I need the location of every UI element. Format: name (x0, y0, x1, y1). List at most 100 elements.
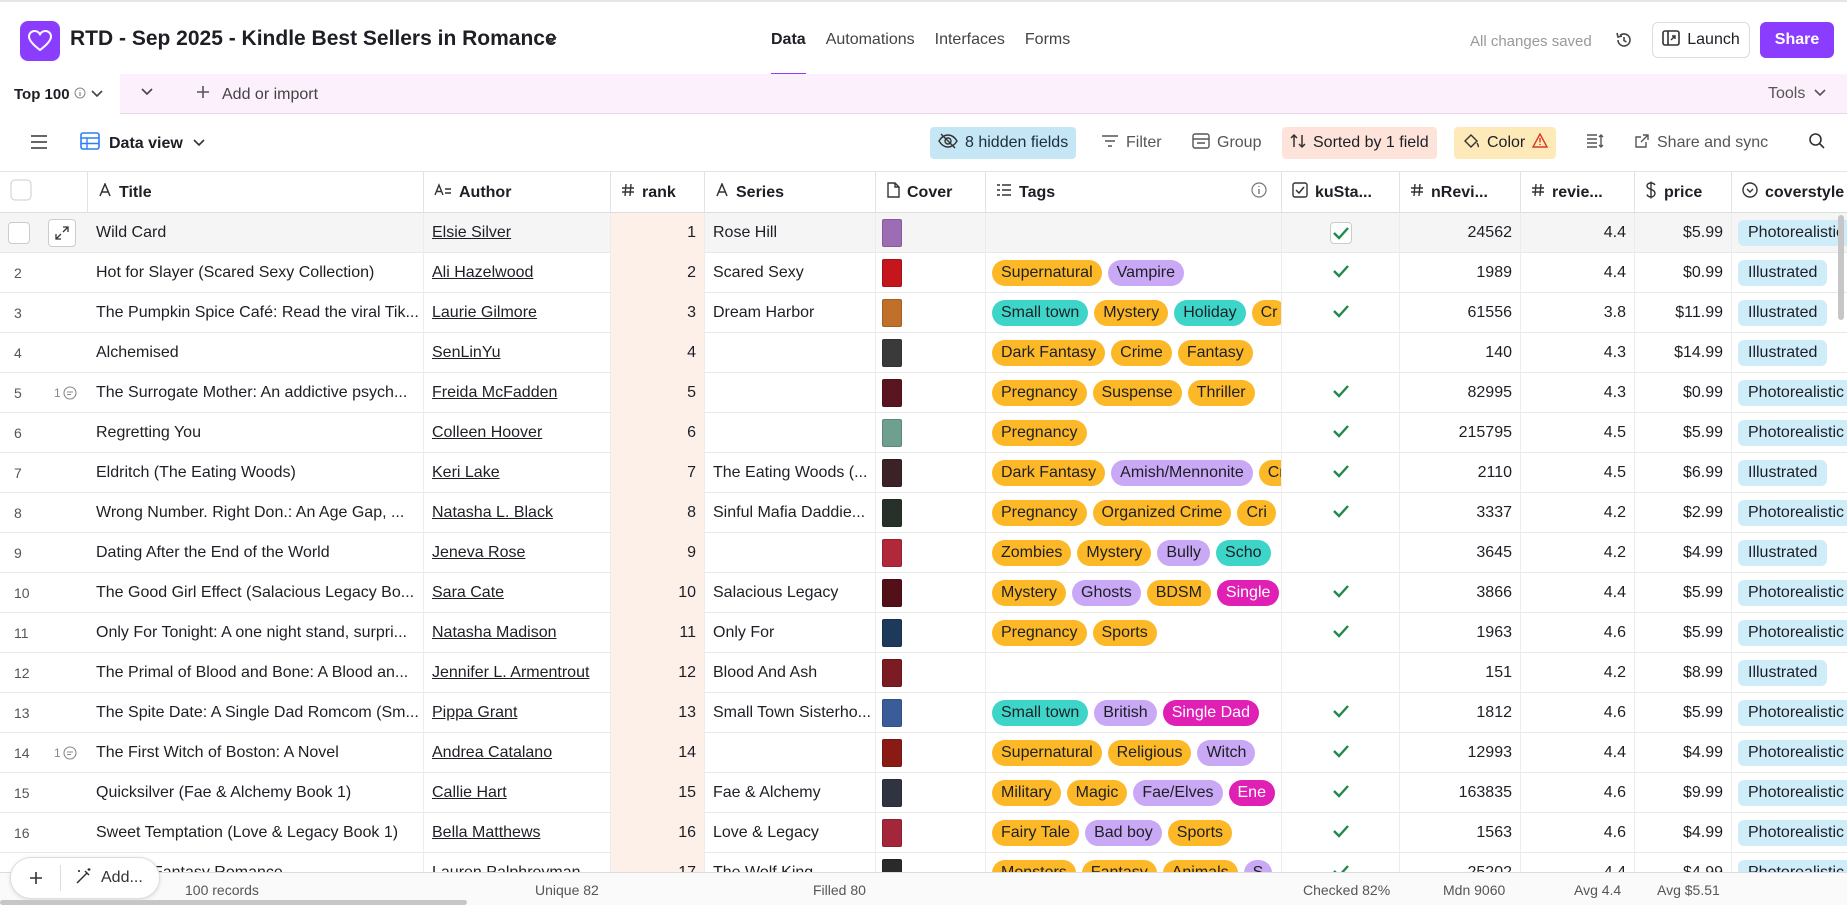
horizontal-scrollbar[interactable] (0, 900, 467, 905)
table-row[interactable]: 8 Wrong Number. Right Don.: An Age Gap, .… (0, 493, 1847, 533)
filter-button[interactable]: Filter (1093, 127, 1170, 159)
cell-cover[interactable] (876, 813, 986, 853)
view-switcher[interactable]: Data view (80, 132, 206, 155)
cover-thumbnail[interactable] (882, 859, 902, 872)
cell-tags[interactable]: Supernatural Religious Witch (986, 733, 1282, 773)
cell-nreviews[interactable]: 24562 (1400, 213, 1521, 253)
cell-price[interactable]: $11.99 (1635, 293, 1732, 333)
column-cover[interactable]: Cover (876, 172, 986, 213)
cell-coverstyle[interactable]: Illustrated (1732, 533, 1847, 573)
group-button[interactable]: Group (1184, 127, 1269, 159)
cell-price[interactable]: $2.99 (1635, 493, 1732, 533)
cell-ku-status[interactable] (1282, 693, 1400, 733)
cover-thumbnail[interactable] (882, 779, 902, 807)
cell-coverstyle[interactable]: Photorealistic (1732, 413, 1847, 453)
table-row[interactable]: 15 Quicksilver (Fae & Alchemy Book 1) Call… (0, 773, 1847, 813)
cell-author-link[interactable]: Jeneva Rose (424, 533, 611, 573)
cell-cover[interactable] (876, 533, 986, 573)
cell-price[interactable]: $9.99 (1635, 773, 1732, 813)
cell-rank[interactable]: 11 (611, 613, 705, 653)
cell-rank[interactable]: 16 (611, 813, 705, 853)
cell-author-link[interactable]: Bella Matthews (424, 813, 611, 853)
cell-series[interactable] (705, 733, 876, 773)
cell-author-link[interactable]: SenLinYu (424, 333, 611, 373)
add-record-button[interactable] (11, 865, 61, 891)
cell-reviews[interactable]: 4.6 (1521, 813, 1635, 853)
cover-thumbnail[interactable] (882, 739, 902, 767)
cell-tags[interactable]: Mystery Ghosts BDSM Single (986, 573, 1282, 613)
tools-menu[interactable]: Tools (1768, 85, 1827, 103)
cell-coverstyle[interactable]: Illustrated (1732, 453, 1847, 493)
cell-coverstyle[interactable]: Photorealistic (1732, 813, 1847, 853)
cell-tags[interactable]: Pregnancy Suspense Thriller (986, 373, 1282, 413)
row-height-button[interactable] (1578, 127, 1612, 159)
cell-author-link[interactable]: Natasha Madison (424, 613, 611, 653)
cover-thumbnail[interactable] (882, 259, 902, 287)
cell-author-link[interactable]: Natasha L. Black (424, 493, 611, 533)
sort-button[interactable]: Sorted by 1 field (1282, 127, 1437, 159)
comment-count[interactable]: 1 (54, 386, 77, 400)
cell-series[interactable]: Sinful Mafia Daddie... (705, 493, 876, 533)
cell-coverstyle[interactable]: Photorealistic (1732, 493, 1847, 533)
cover-thumbnail[interactable] (882, 299, 902, 327)
table-row[interactable]: 6 Regretting You Colleen Hoover 6 Pregnancy 2… (0, 413, 1847, 453)
cell-reviews[interactable]: 4.4 (1521, 853, 1635, 872)
cell-rank[interactable]: 15 (611, 773, 705, 813)
table-row[interactable]: 3 The Pumpkin Spice Café: Read the viral … (0, 293, 1847, 333)
column-series[interactable]: Series (705, 172, 876, 213)
cover-thumbnail[interactable] (882, 219, 902, 247)
base-logo-heart-icon[interactable] (20, 21, 60, 61)
cell-coverstyle[interactable]: Illustrated (1732, 333, 1847, 373)
cell-title[interactable]: Regretting You (88, 413, 424, 453)
column-rank[interactable]: rank (611, 172, 705, 213)
cell-title[interactable]: Only For Tonight: A one night stand, sur… (88, 613, 424, 653)
cell-tags[interactable]: Monsters Fantasy Animals S (986, 853, 1282, 872)
cell-nreviews[interactable]: 61556 (1400, 293, 1521, 333)
cell-cover[interactable] (876, 373, 986, 413)
cover-thumbnail[interactable] (882, 459, 902, 487)
table-row[interactable]: 17 ...ing: A Fantasy RomanceLauren Palphr… (0, 853, 1847, 872)
menu-icon[interactable] (30, 134, 48, 154)
table-tab-top-100[interactable]: Top 100 (0, 74, 120, 114)
check-icon[interactable] (1332, 464, 1350, 483)
cell-coverstyle[interactable]: Photorealistic (1732, 373, 1847, 413)
cell-price[interactable]: $14.99 (1635, 333, 1732, 373)
cell-reviews[interactable]: 4.5 (1521, 413, 1635, 453)
cover-thumbnail[interactable] (882, 659, 902, 687)
cell-price[interactable]: $5.99 (1635, 693, 1732, 733)
cell-nreviews[interactable]: 12993 (1400, 733, 1521, 773)
cell-cover[interactable] (876, 493, 986, 533)
cover-thumbnail[interactable] (882, 539, 902, 567)
summary-author[interactable]: Unique 82 (535, 882, 599, 898)
cell-nreviews[interactable]: 2110 (1400, 453, 1521, 493)
comment-count[interactable]: 1 (54, 746, 77, 760)
cell-rank[interactable]: 5 (611, 373, 705, 413)
cover-thumbnail[interactable] (882, 339, 902, 367)
cell-reviews[interactable]: 3.8 (1521, 293, 1635, 333)
cell-author-link[interactable]: Keri Lake (424, 453, 611, 493)
cell-nreviews[interactable]: 215795 (1400, 413, 1521, 453)
cell-nreviews[interactable]: 1812 (1400, 693, 1521, 733)
table-row[interactable]: 12 The Primal of Blood and Bone: A Blood … (0, 653, 1847, 693)
cell-series[interactable]: Love & Legacy (705, 813, 876, 853)
cell-ku-status[interactable] (1282, 573, 1400, 613)
ku-checkbox[interactable] (1329, 222, 1352, 244)
history-icon[interactable] (1614, 30, 1634, 54)
cell-cover[interactable] (876, 733, 986, 773)
cell-coverstyle[interactable]: Photorealistic (1732, 613, 1847, 653)
cover-thumbnail[interactable] (882, 819, 902, 847)
cell-cover[interactable] (876, 573, 986, 613)
cell-price[interactable]: $5.99 (1635, 573, 1732, 613)
check-icon[interactable] (1332, 304, 1350, 323)
cover-thumbnail[interactable] (882, 499, 902, 527)
cell-cover[interactable] (876, 773, 986, 813)
cell-ku-status[interactable] (1282, 773, 1400, 813)
cell-tags[interactable]: Fairy Tale Bad boy Sports (986, 813, 1282, 853)
cell-title[interactable]: Eldritch (The Eating Woods) (88, 453, 424, 493)
cell-reviews[interactable]: 4.4 (1521, 733, 1635, 773)
column-price[interactable]: price (1635, 172, 1732, 213)
cell-tags[interactable]: Military Magic Fae/Elves Ene (986, 773, 1282, 813)
cell-price[interactable]: $5.99 (1635, 213, 1732, 253)
summary-series[interactable]: Filled 80 (813, 882, 866, 898)
